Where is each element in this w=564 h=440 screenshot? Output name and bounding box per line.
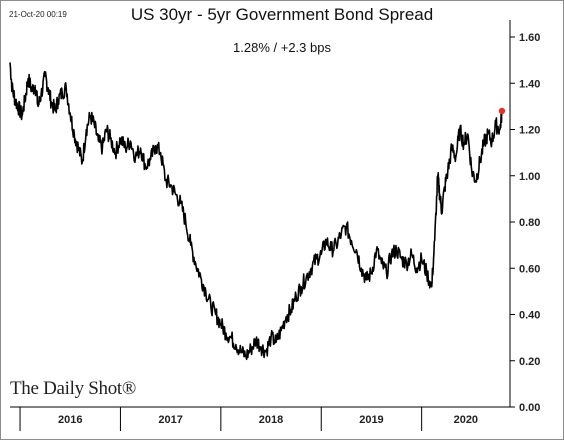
y-tick-label: 0.60: [519, 263, 540, 275]
last-point-marker: [498, 107, 506, 115]
chart-title: US 30yr - 5yr Government Bond Spread: [130, 5, 434, 24]
y-tick-label: 1.00: [519, 171, 540, 183]
y-axis: 0.00 0.20 0.40 0.60 0.80 1.00 1.20 1.40 1.60: [509, 20, 540, 414]
y-tick-label: 1.20: [519, 125, 540, 137]
x-axis: 2016 2017 2018 2019 2020: [10, 406, 510, 431]
watermark-logo: The Daily Shot®: [10, 378, 137, 399]
y-tick-label: 0.20: [519, 356, 540, 368]
timestamp: 21-Oct-20 00:19: [9, 10, 67, 19]
y-tick-label: 1.40: [519, 78, 540, 90]
x-tick-label: 2017: [158, 414, 182, 426]
x-tick-label: 2019: [359, 414, 383, 426]
chart-subtitle: 1.28% / +2.3 bps: [233, 40, 331, 55]
series-line: [9, 62, 503, 361]
y-tick-label: 0.80: [519, 217, 540, 229]
y-tick-label: 1.60: [519, 32, 540, 44]
x-tick-label: 2016: [58, 414, 82, 426]
x-tick-label: 2018: [259, 414, 283, 426]
y-tick-label: 0.00: [519, 402, 540, 414]
x-tick-label: 2020: [454, 414, 478, 426]
y-tick-label: 0.40: [519, 310, 540, 322]
